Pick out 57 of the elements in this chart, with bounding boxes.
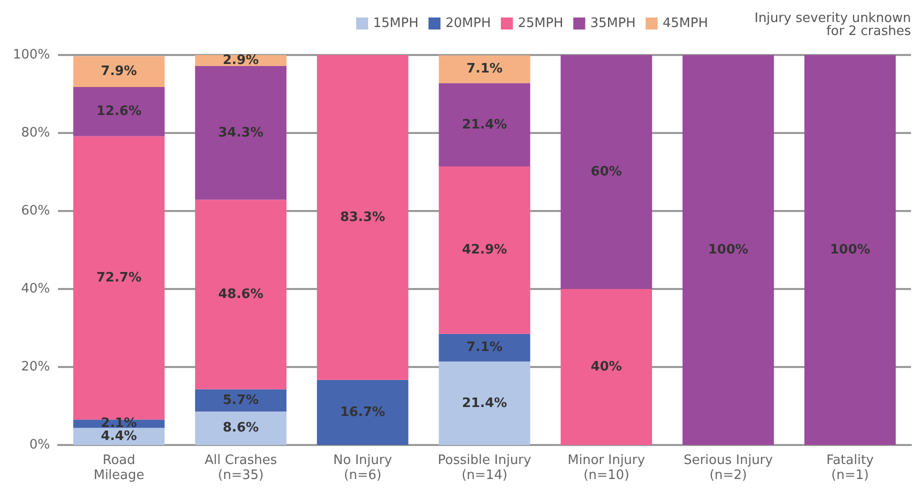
bar xyxy=(195,411,286,445)
bar xyxy=(560,289,652,445)
bar xyxy=(438,55,530,84)
text: Injury severity unknown for 2 crashes xyxy=(754,11,912,39)
data-label: 72.7% xyxy=(96,270,142,286)
x-tick-label: No Injury (n=6) xyxy=(333,453,392,483)
data-label: 100% xyxy=(830,242,870,258)
y-tick-label: 20% xyxy=(21,360,50,374)
legend-label: 45MPH xyxy=(662,16,708,31)
data-label: 42.9% xyxy=(462,242,508,258)
data-label: 7.1% xyxy=(466,62,503,77)
data-label: 60% xyxy=(590,164,622,180)
data-label: 100% xyxy=(708,242,748,258)
legend-label: 20MPH xyxy=(446,16,491,31)
x-tick-label: Minor Injury (n=10) xyxy=(568,453,646,483)
y-tick-label: 80% xyxy=(21,126,50,140)
data-label: 2.1% xyxy=(100,416,137,432)
bar xyxy=(438,83,530,167)
bar xyxy=(804,55,896,445)
data-label: 12.6% xyxy=(96,104,142,120)
x-tick-label: All Crashes (n=35) xyxy=(204,453,278,483)
data-label: 8.6% xyxy=(222,420,259,436)
data-label: 2.9% xyxy=(222,52,259,68)
y-tick-label: 60% xyxy=(21,204,50,218)
x-tick-label: Fatality (n=1) xyxy=(826,453,874,483)
legend-label: 35MPH xyxy=(590,16,636,31)
bar xyxy=(560,55,652,289)
bar xyxy=(73,86,165,136)
data-label: 4.4% xyxy=(100,428,137,444)
bar xyxy=(316,380,408,445)
data-label: 7.9% xyxy=(100,64,137,80)
bar xyxy=(195,200,286,390)
data-label: 21.4% xyxy=(462,396,508,411)
data-label: 16.7% xyxy=(340,404,386,420)
bar xyxy=(438,362,530,445)
data-label: 5.7% xyxy=(222,392,259,408)
bar xyxy=(73,56,165,87)
bar xyxy=(682,55,774,445)
data-label: 21.4% xyxy=(462,117,508,132)
bar xyxy=(195,389,286,412)
x-tick-label: Road Mileage xyxy=(94,453,144,483)
bar xyxy=(195,66,286,200)
bar xyxy=(438,334,530,362)
data-label: 7.1% xyxy=(466,340,503,356)
y-tick-label: 0% xyxy=(29,438,50,452)
data-label: 83.3% xyxy=(340,210,386,225)
data-label: 40% xyxy=(590,360,622,374)
data-label: 34.3% xyxy=(218,125,264,140)
data-label: 48.6% xyxy=(218,286,264,302)
bar xyxy=(438,166,530,334)
bar xyxy=(316,55,408,380)
x-tick-label: Possible Injury (n=14) xyxy=(438,453,532,483)
y-tick-label: 100% xyxy=(12,48,50,62)
y-tick-label: 40% xyxy=(21,282,50,296)
legend-label: 25MPH xyxy=(518,16,564,31)
legend-label: 15MPH xyxy=(373,16,419,31)
x-tick-label: Serious Injury (n=2) xyxy=(684,453,774,483)
